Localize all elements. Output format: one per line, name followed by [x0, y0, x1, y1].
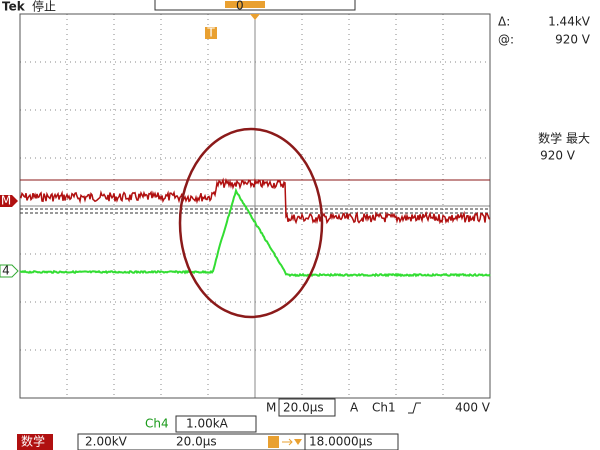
delay-trigger-icon: [268, 436, 279, 448]
timebase-label: M: [266, 401, 276, 415]
at-value: 920 V: [555, 33, 591, 47]
ch4-scale-box: [175, 415, 257, 433]
graticule: [20, 14, 490, 398]
math-label-bg: [17, 434, 53, 450]
trigger-source: Ch1: [372, 401, 396, 415]
run-status: 停止: [32, 0, 56, 14]
highlight-ellipse: [178, 127, 324, 319]
math-label: 数学: [21, 434, 45, 449]
delta-value: 1.44kV: [548, 15, 591, 29]
math-trace: [19, 177, 491, 225]
delay-box: [304, 433, 399, 450]
delay-arrow: [282, 438, 293, 446]
math-scale: 2.00kV: [85, 435, 128, 449]
math-marker-bg: [0, 195, 18, 207]
brand: Tek: [2, 0, 26, 14]
edge-icon: [408, 402, 421, 414]
math-readout-label: 数学 最大: [538, 131, 590, 146]
ch4-label: Ch4: [145, 417, 169, 431]
trigger-icon: [205, 27, 217, 39]
math-readout-value: 920 V: [540, 149, 576, 163]
ch4-trace: [19, 187, 491, 278]
timebase-box: [278, 398, 336, 417]
trigger-mode: A: [350, 401, 359, 415]
trigger-delay: 18.0000μs: [309, 435, 373, 449]
delta-label: Δ:: [498, 15, 510, 29]
trigger-pos-arrow: [250, 14, 260, 20]
trigger-marker: T: [206, 26, 215, 40]
delay-arrow-head: [294, 439, 302, 445]
ch4-marker-bg: [0, 264, 19, 278]
at-label: @:: [498, 33, 514, 47]
timebase: 20.0μs: [283, 401, 324, 415]
position-label: 0: [236, 0, 244, 13]
math-timebase: 20.0μs: [176, 435, 217, 449]
trigger-level: 400 V: [455, 401, 491, 415]
ch4-marker: 4: [2, 264, 10, 278]
math-marker: M: [1, 194, 11, 208]
record-window: [225, 1, 265, 8]
ch4-scale: 1.00kA: [186, 417, 229, 431]
